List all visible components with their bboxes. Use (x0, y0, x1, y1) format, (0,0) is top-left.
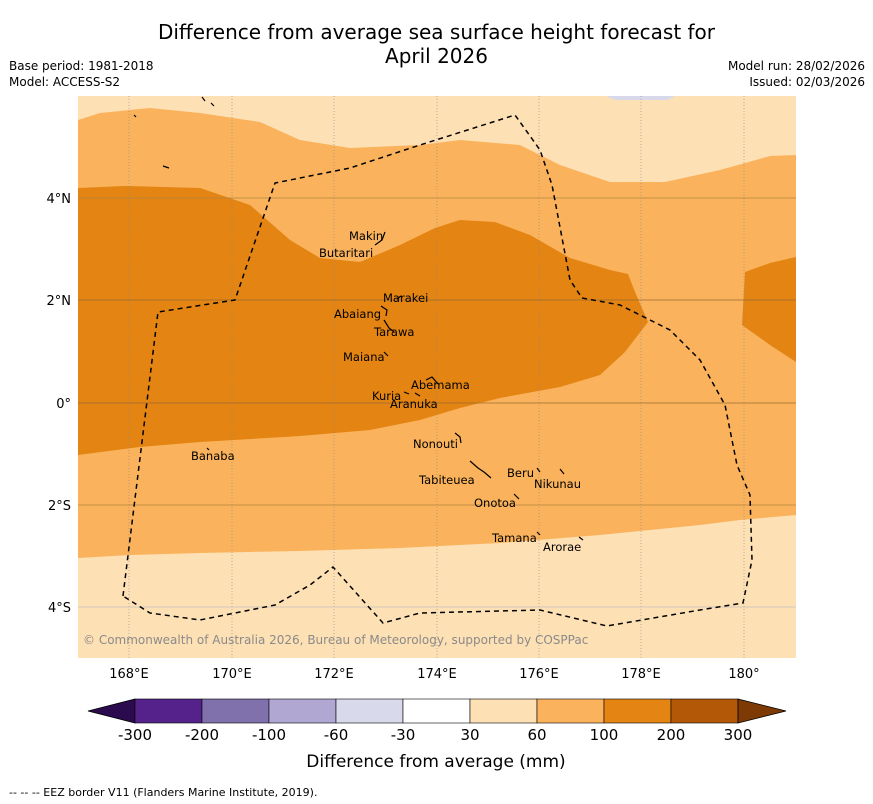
cb-tick-8: 200 (657, 726, 686, 744)
label-arorae: Arorae (543, 540, 581, 554)
band-100-200-east (742, 257, 796, 362)
cb-tick-4: -30 (391, 726, 416, 744)
label-tamana: Tamana (491, 531, 537, 545)
issued-date: Issued: 02/03/2026 (749, 75, 865, 89)
meta-right: Model run: 28/02/2026 Issued: 02/03/2026 (728, 58, 865, 90)
title-line-2: April 2026 (385, 44, 488, 68)
grid-lines (78, 96, 796, 658)
base-period: Base period: 1981-2018 (9, 59, 154, 73)
label-makin: Makin (349, 229, 383, 243)
cb-tick-3: -60 (324, 726, 349, 744)
lat-label-2s: 2°S (48, 499, 71, 514)
label-aranuka: Aranuka (390, 397, 438, 411)
band-100-200 (78, 186, 648, 455)
island-labels: Makin Butaritari Marakei Abaiang Tarawa … (191, 229, 581, 554)
island-marks (133, 96, 584, 541)
label-maiana: Maiana (343, 350, 385, 364)
title-line-1: Difference from average sea surface heig… (157, 20, 716, 44)
cb-extend-high (737, 698, 787, 724)
eez-legend-note: -- -- -- EEZ border V11 (Flanders Marine… (9, 786, 318, 799)
lat-label-4s: 4°S (48, 601, 71, 616)
longitude-labels: 168°E 170°E 172°E 174°E 176°E 178°E 180° (109, 667, 759, 682)
lon-label-178e: 178°E (621, 667, 661, 682)
model-name: Model: ACCESS-S2 (9, 75, 121, 89)
lon-label-170e: 170°E (212, 667, 252, 682)
cb-extend-low (87, 698, 136, 724)
cb-tick-9: 300 (724, 726, 753, 744)
colorbar-ticks: -300 -200 -100 -60 -30 30 60 100 200 300 (118, 726, 752, 744)
label-onotoa: Onotoa (474, 496, 516, 510)
lon-label-180: 180° (728, 667, 759, 682)
lon-label-174e: 174°E (417, 667, 457, 682)
lat-label-4n: 4°N (47, 192, 72, 207)
lat-label-0: 0° (56, 397, 71, 412)
label-beru: Beru (507, 466, 534, 480)
colorbar-label: Difference from average (mm) (306, 752, 565, 772)
cb-bin-5 (402, 698, 471, 724)
band-negative-sliver (606, 96, 675, 100)
cb-bin-7 (536, 698, 605, 724)
label-marakei: Marakei (383, 291, 428, 305)
label-abaiang: Abaiang (334, 307, 381, 321)
cb-bin-4 (335, 698, 404, 724)
lon-label-168e: 168°E (109, 667, 149, 682)
meta-left: Base period: 1981-2018 Model: ACCESS-S2 (9, 58, 154, 90)
label-nonouti: Nonouti (413, 437, 458, 451)
cb-bin-6 (469, 698, 538, 724)
lon-label-176e: 176°E (519, 667, 559, 682)
lat-label-2n: 2°N (47, 294, 72, 309)
map-title: Difference from average sea surface heig… (0, 20, 873, 68)
cb-tick-2: -100 (252, 726, 286, 744)
cb-bin-2 (201, 698, 270, 724)
model-run: Model run: 28/02/2026 (727, 59, 865, 73)
label-butaritari: Butaritari (319, 246, 373, 260)
label-abemama: Abemama (411, 378, 470, 392)
lon-label-172e: 172°E (314, 667, 354, 682)
colorbar (87, 698, 787, 724)
cb-tick-5: 30 (460, 726, 479, 744)
latitude-labels: 4°N 2°N 0° 2°S 4°S (47, 192, 72, 616)
cb-tick-7: 100 (590, 726, 619, 744)
cb-tick-1: -200 (185, 726, 219, 744)
cb-bin-3 (268, 698, 337, 724)
copyright-credit: © Commonwealth of Australia 2026, Bureau… (83, 633, 588, 647)
cb-bin-1 (134, 698, 203, 724)
cb-bin-8 (603, 698, 672, 724)
label-tarawa: Tarawa (373, 325, 414, 339)
label-nikunau: Nikunau (534, 477, 581, 491)
cb-tick-0: -300 (118, 726, 152, 744)
eez-border (122, 114, 753, 627)
label-banaba: Banaba (191, 449, 235, 463)
label-kuria: Kuria (372, 389, 401, 403)
cb-bin-9 (670, 698, 739, 724)
label-tabiteuea: Tabiteuea (418, 473, 475, 487)
cb-tick-6: 60 (527, 726, 546, 744)
